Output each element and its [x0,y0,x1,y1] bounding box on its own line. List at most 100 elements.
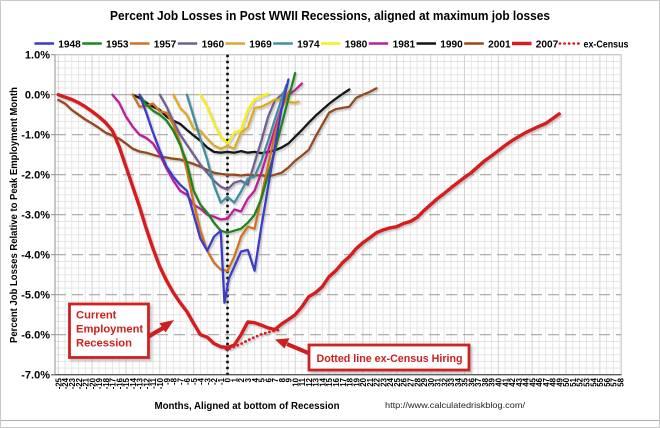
svg-text:2: 2 [237,377,246,382]
svg-text:Dotted line ex-Census Hiring: Dotted line ex-Census Hiring [317,353,463,365]
svg-text:-6: -6 [183,377,192,385]
svg-text:52: 52 [576,377,585,386]
svg-text:24: 24 [386,377,395,386]
svg-text:Months, Aligned at bottom of R: Months, Aligned at bottom of Recession [155,401,340,412]
svg-text:-14: -14 [129,377,138,389]
svg-text:0.0%: 0.0% [25,90,50,102]
svg-text:-5.0%: -5.0% [21,290,50,302]
svg-text:1: 1 [231,377,240,382]
svg-text:37: 37 [474,378,483,387]
svg-text:57: 57 [610,378,619,387]
svg-text:-1: -1 [217,377,226,385]
svg-text:12: 12 [305,377,314,386]
svg-text:1948: 1948 [58,39,81,51]
svg-text:18: 18 [346,377,355,386]
svg-text:23: 23 [379,377,388,386]
svg-text:Current: Current [76,310,117,322]
svg-text:ex-Census: ex-Census [584,39,629,51]
svg-text:Employment: Employment [76,324,143,336]
svg-text:46: 46 [535,377,544,386]
svg-text:-22: -22 [75,377,84,389]
svg-text:39: 39 [488,377,497,386]
svg-text:1.0%: 1.0% [25,50,50,62]
svg-text:-12: -12 [143,377,152,389]
svg-text:2001: 2001 [488,39,511,51]
svg-text:-4.0%: -4.0% [21,250,50,262]
svg-text:55: 55 [596,377,605,386]
svg-text:1969: 1969 [249,39,272,51]
svg-text:17: 17 [339,378,348,387]
svg-text:33: 33 [447,377,456,386]
svg-text:32: 32 [440,377,449,386]
svg-text:40: 40 [495,377,504,386]
svg-text:-21: -21 [82,377,91,389]
svg-text:20: 20 [359,377,368,386]
svg-text:-8: -8 [170,377,179,385]
svg-text:0: 0 [224,377,233,382]
svg-text:30: 30 [427,377,436,386]
svg-text:22: 22 [373,377,382,386]
svg-text:44: 44 [522,377,531,386]
svg-text:38: 38 [481,377,490,386]
svg-text:-25: -25 [55,377,64,389]
svg-text:28: 28 [413,377,422,386]
svg-text:1974: 1974 [297,39,320,51]
svg-text:15: 15 [325,377,334,386]
svg-text:48: 48 [549,377,558,386]
svg-text:36: 36 [467,377,476,386]
svg-text:1980: 1980 [345,39,368,51]
svg-text:Recession: Recession [76,338,132,350]
svg-text:7: 7 [271,378,280,382]
svg-text:1981: 1981 [393,39,416,51]
svg-text:-2.0%: -2.0% [21,170,50,182]
svg-text:3: 3 [244,377,253,382]
svg-text:27: 27 [407,378,416,387]
svg-text:9: 9 [285,377,294,382]
svg-text:Percent Job Losses Relative to: Percent Job Losses Relative to Peak Empl… [9,87,20,343]
svg-text:43: 43 [515,377,524,386]
svg-text:-3: -3 [203,377,212,385]
svg-text:-7: -7 [176,378,185,385]
svg-text:29: 29 [420,377,429,386]
svg-text:19: 19 [352,377,361,386]
svg-text:-16: -16 [115,377,124,389]
svg-text:47: 47 [542,378,551,387]
svg-text:49: 49 [555,377,564,386]
svg-text:-9: -9 [163,377,172,385]
svg-text:-11: -11 [149,377,158,389]
svg-text:Percent Job Losses in Post WWI: Percent Job Losses in Post WWII Recessio… [110,8,550,23]
svg-text:25: 25 [393,377,402,386]
svg-text:53: 53 [583,377,592,386]
svg-text:31: 31 [434,377,443,386]
svg-text:14: 14 [319,377,328,386]
svg-text:1960: 1960 [202,39,225,51]
svg-text:1953: 1953 [106,39,129,51]
svg-text:45: 45 [528,377,537,386]
svg-text:-17: -17 [109,378,118,389]
svg-text:-10: -10 [156,377,165,389]
svg-text:56: 56 [603,377,612,386]
svg-text:10: 10 [291,377,300,386]
svg-text:-18: -18 [102,377,111,389]
svg-text:16: 16 [332,377,341,386]
svg-text:-20: -20 [88,377,97,389]
svg-text:-5: -5 [190,377,199,385]
svg-text:41: 41 [501,377,510,386]
svg-text:8: 8 [278,377,287,382]
svg-text:-7.0%: -7.0% [21,370,50,382]
svg-text:5: 5 [258,377,267,382]
svg-text:4: 4 [251,377,260,382]
svg-text:42: 42 [508,377,517,386]
svg-text:50: 50 [562,377,571,386]
svg-text:21: 21 [366,377,375,386]
svg-text:54: 54 [589,377,598,386]
svg-text:13: 13 [312,377,321,386]
svg-text:35: 35 [461,377,470,386]
svg-text:http://www.calculatedriskblog.: http://www.calculatedriskblog.com/ [385,400,526,410]
svg-text:-1.0%: -1.0% [21,130,50,142]
svg-text:6: 6 [264,377,273,382]
svg-text:-23: -23 [68,377,77,389]
svg-text:-2: -2 [210,377,219,385]
svg-text:26: 26 [400,377,409,386]
svg-text:-3.0%: -3.0% [21,210,50,222]
